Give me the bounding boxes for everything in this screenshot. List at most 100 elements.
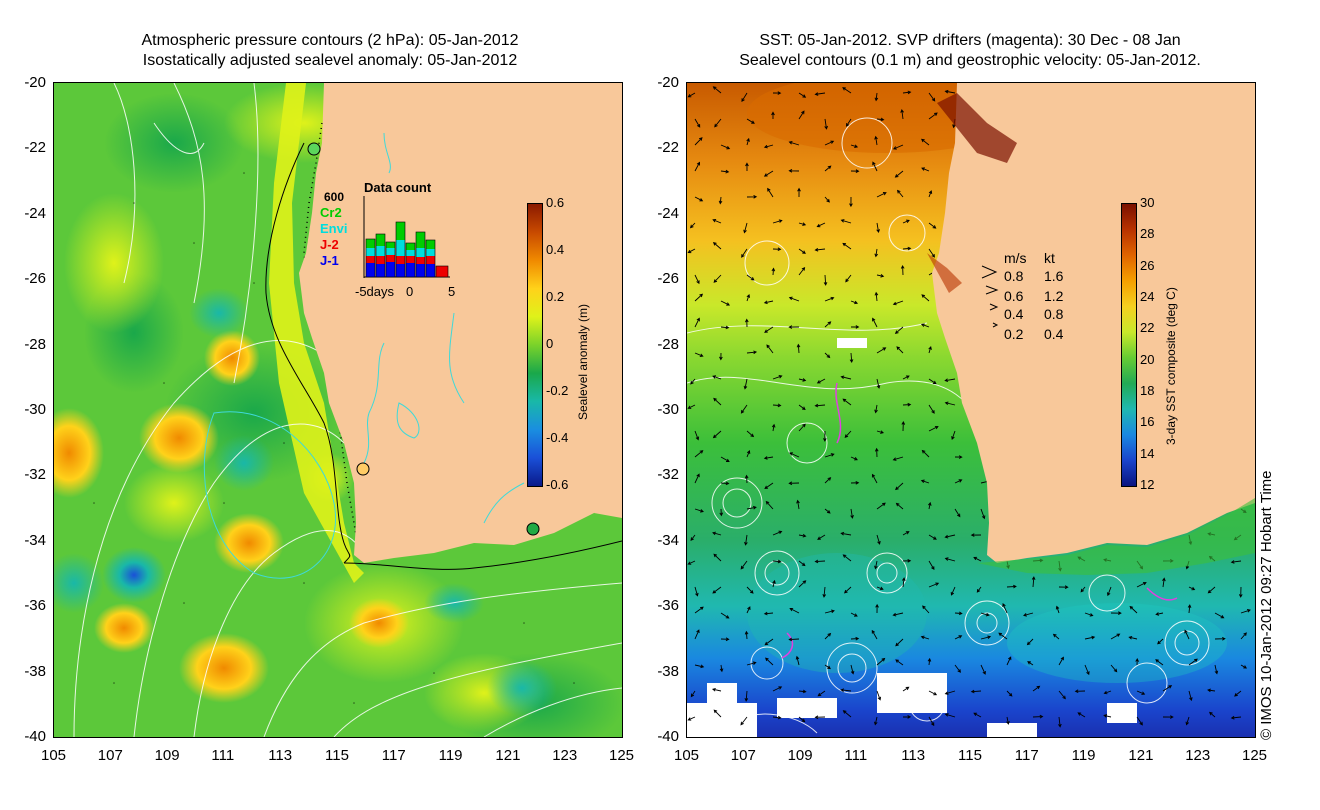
velocity-arrow [694,196,704,202]
velocity-arrow [850,456,858,461]
velocity-arrow [767,187,774,198]
velocity-arrow [850,508,854,519]
velocity-arrow [712,375,722,380]
velocity-arrow [690,690,696,698]
velocity-arrow [824,453,835,458]
velocity-arrow [694,293,704,302]
velocity-arrow [713,397,722,406]
velocity-arrow [876,222,880,233]
velocity-arrow [687,716,696,721]
velocity-arrow [892,300,904,306]
right-ytick-8: -36 [657,597,679,615]
velocity-arrow [1209,711,1216,718]
velocity-arrow [950,586,956,596]
velocity-arrow [712,218,722,224]
velocity-arrow [1136,690,1146,695]
velocity-arrow [902,375,910,380]
velocity-arrow [842,242,852,250]
velocity-arrow [824,352,831,359]
velocity-arrow [1162,685,1173,692]
velocity-arrow [874,560,878,570]
velocity-arrow [712,430,722,439]
right-xtick-2: 109 [787,747,813,764]
velocity-arrow [954,635,963,640]
velocity-arrow [980,664,986,675]
velocity-arrow [824,140,835,146]
velocity-arrow [744,534,748,546]
velocity-arrow [714,118,722,128]
right-title-line1: SST: 05-Jan-2012. SVP drifters (magenta)… [759,32,1181,49]
velocity-arrow [920,323,930,328]
left-ytick-2: -24 [24,204,46,222]
velocity-arrow [928,716,935,727]
left-xtick-10: 125 [609,747,635,764]
velocity-arrow [1002,603,1008,614]
left-xtick-9: 123 [552,747,578,764]
velocity-arrow [928,582,940,588]
velocity-arrow [1230,715,1242,720]
velocity-arrow [771,267,776,276]
sst-cbtick-7: 16 [1140,414,1155,430]
velocity-arrow [763,456,774,460]
velocity-arrow [824,321,832,328]
velocity-arrow [840,219,852,224]
velocity-arrow [850,612,858,617]
velocity-arrow [694,430,700,441]
velocity-arrow [920,479,930,484]
velocity-arrow [764,638,774,646]
left-title-line2: Isostatically adjusted sealevel anomaly:… [142,52,518,69]
velocity-arrow [798,110,805,120]
legend-arrows [981,265,999,328]
velocity-arrow [1006,656,1012,666]
data-count-xtick-mid: 0 [406,284,414,299]
velocity-arrow [874,447,879,458]
right-ytick-6: -32 [657,466,679,484]
velocity-arrow [944,713,956,718]
velocity-arrow [1074,689,1086,694]
velocity-arrow [928,92,936,102]
velocity-arrow [1155,612,1164,616]
sealevel-cbtick-2: 0.2 [546,289,565,304]
velocity-arrow [1240,632,1247,640]
sst-colorbar [1121,203,1137,487]
velocity-arrow [902,246,912,251]
sst-map-graphic [687,83,1255,737]
velocity-arrow [1026,638,1034,646]
velocity-arrow [1110,633,1121,640]
velocity-arrow [788,169,800,173]
velocity-arrow [798,423,806,432]
data-count-xtick-right: 5 [448,284,456,299]
velocity-arrow [772,91,782,95]
velocity-arrow [772,559,782,564]
velocity-arrow [719,508,724,517]
legend-header-ms: m/s [1004,250,1027,266]
velocity-arrow [690,534,696,542]
velocity-arrow [814,247,826,252]
velocity-arrow [872,317,878,328]
velocity-arrow [763,144,774,149]
left-ytick-4: -28 [24,335,46,353]
velocity-arrow [849,196,853,208]
series-label-j1: J-1 [320,253,339,268]
velocity-arrow [1188,658,1198,666]
sst-cbtick-5: 20 [1140,351,1155,367]
velocity-arrow [850,300,859,305]
velocity-arrow [902,558,912,563]
velocity-arrow [849,352,854,364]
velocity-arrow [1032,685,1041,692]
velocity-arrow [788,296,800,302]
velocity-arrow [1080,586,1086,593]
sealevel-cbtick-3: 0 [546,336,554,351]
right-ytick-10: -40 [657,728,679,745]
left-title-line1: Atmospheric pressure contours (2 hPa): 0… [141,32,519,49]
velocity-arrow [927,657,932,666]
velocity-arrow [744,630,749,640]
velocity-arrow [892,456,904,461]
velocity-arrow [894,170,904,178]
velocity-arrow [814,403,826,408]
velocity-arrow [772,247,782,252]
sealevel-cbtick-0: 0.6 [546,195,565,210]
velocity-arrow [718,196,723,205]
legend-row2-kt: 1.2 [1044,288,1064,304]
velocity-arrow [1103,714,1112,718]
